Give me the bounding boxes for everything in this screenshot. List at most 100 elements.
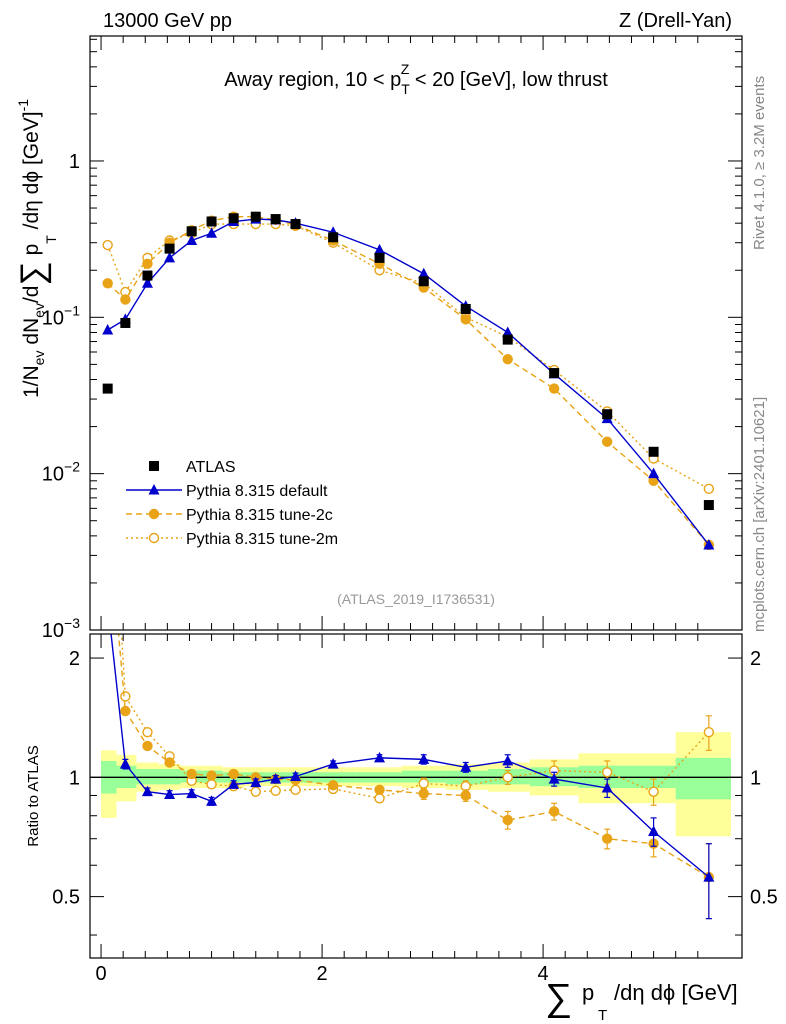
- main-point-atlas-3: [164, 243, 175, 254]
- ratio-point-pythia-8-315-tune-2m-17: [648, 786, 659, 797]
- main-point-atlas-0: [102, 383, 113, 394]
- x-tick-label-0: 0: [95, 963, 106, 985]
- panel-title: Away region, 10 < pTZ < 20 [GeV], low th…: [224, 61, 608, 97]
- band-inner-3: [158, 768, 181, 785]
- main-point-atlas-6: [228, 213, 239, 224]
- main-point-atlas-8: [270, 214, 281, 225]
- legend-label-2: Pythia 8.315 tune-2c: [186, 507, 333, 524]
- main-point-pythia-8-315-default-14: [502, 326, 514, 337]
- ratio-point-pythia-8-315-tune-2m-2: [142, 726, 153, 738]
- legend: ATLAS Pythia 8.315 default Pythia 8.315 tu…: [126, 459, 338, 548]
- svg-text:1/Nev dNev/d∑ pT /dη dϕ [GeV]: 1/Nev dNev/d∑ pT /dη dϕ [GeV]-1: [14, 99, 59, 398]
- ratio-point-pythia-8-315-default-3: [164, 788, 176, 800]
- legend-marker-pythia-8-315-default: [148, 484, 160, 495]
- ratio-point-pythia-8-315-tune-2c-14: [502, 814, 513, 826]
- legend-label-3: Pythia 8.315 tune-2m: [186, 531, 338, 548]
- main-point-pythia-8-315-tune-2m-0: [102, 239, 113, 251]
- main-point-atlas-14: [502, 334, 513, 345]
- ratio-point-pythia-8-315-tune-2m-11: [374, 793, 385, 804]
- ratio-point-pythia-8-315-default-5: [206, 795, 218, 806]
- main-y-tick-label-1: 10−2: [42, 459, 80, 486]
- ratio-point-pythia-8-315-default-4: [186, 787, 198, 799]
- ylabel-part-b: dN: [20, 318, 43, 351]
- ratio-point-pythia-8-315-tune-2c-13: [460, 790, 471, 801]
- main-point-atlas-13: [460, 304, 471, 315]
- ratio-ylabel: Ratio to ATLAS: [25, 745, 42, 846]
- main-point-atlas-5: [206, 216, 217, 227]
- ylabel-ev2: ev: [31, 303, 47, 318]
- process-label: Z (Drell-Yan): [619, 10, 732, 32]
- ratio-point-pythia-8-315-tune-2c-4: [186, 768, 197, 780]
- main-point-atlas-18: [703, 500, 714, 511]
- main-y-tick-label-2: 10−1: [42, 302, 80, 329]
- ratio-point-pythia-8-315-default-15: [548, 773, 560, 784]
- ratio-point-pythia-8-315-tune-2m-18: [703, 726, 715, 738]
- ylabel-ev1: ev: [31, 351, 47, 366]
- ratio-point-pythia-8-315-tune-2m-0: [103, 409, 112, 418]
- ylabel-part-a: 1/N: [20, 365, 43, 398]
- rivet-side-label: Rivet 4.1.0, ≥ 3.2M events: [751, 76, 768, 250]
- main-point-pythia-8-315-tune-2c-1: [120, 294, 131, 305]
- ratio-point-pythia-8-315-default-17: [648, 825, 660, 836]
- x-tick-label-2: 4: [538, 963, 549, 985]
- ratio-point-pythia-8-315-default-7: [250, 776, 262, 788]
- main-point-pythia-8-315-default-4: [186, 234, 198, 245]
- ratio-point-pythia-8-315-tune-2c-2: [142, 740, 153, 752]
- ratio-point-pythia-8-315-tune-2m-12: [418, 778, 429, 789]
- main-point-atlas-4: [186, 226, 197, 237]
- main-point-atlas-12: [418, 276, 429, 287]
- ratio-point-pythia-8-315-default-18: [703, 871, 715, 882]
- xlabel-T: T: [598, 1007, 607, 1024]
- ratio-point-pythia-8-315-tune-2c-1: [120, 705, 131, 717]
- main-point-atlas-10: [328, 232, 339, 243]
- xlabel-sum: ∑: [545, 977, 572, 1019]
- x-tick-label-1: 2: [317, 963, 328, 985]
- ylabel-exp: -1: [15, 99, 31, 112]
- ylabel-part-c: /d: [20, 286, 43, 304]
- ratio-point-pythia-8-315-default-8: [270, 773, 282, 784]
- mcplots-side-label: mcplots.cern.ch [arXiv:2401.10621]: [751, 397, 768, 632]
- ratio-point-pythia-8-315-default-1: [119, 758, 131, 769]
- panel-title-pre: Away region, 10 < p: [224, 69, 401, 91]
- ratio-point-pythia-8-315-tune-2c-15: [548, 806, 560, 817]
- main-point-pythia-8-315-default-18: [703, 538, 715, 550]
- main-line-pythia-8-315-tune-2m: [107, 223, 710, 490]
- main-panel-frame: [89, 35, 743, 631]
- ratio-point-pythia-8-315-default-12: [418, 753, 430, 764]
- band-inner-12: [401, 770, 446, 783]
- ratio-line-pythia-8-315-default: [110, 634, 710, 878]
- main-point-atlas-15: [549, 368, 560, 379]
- ratio-point-pythia-8-315-default-13: [460, 761, 472, 772]
- legend-label-1: Pythia 8.315 default: [186, 483, 328, 500]
- ratio-panel-frame: [89, 633, 743, 959]
- main-point-pythia-8-315-tune-2c-16: [601, 436, 613, 447]
- main-point-pythia-8-315-default-11: [374, 243, 386, 255]
- xlabel-p: p: [582, 980, 594, 1005]
- ratio-y-tick-label-left-1: 1: [69, 767, 80, 789]
- ratio-point-pythia-8-315-tune-2c-12: [418, 788, 429, 799]
- panel-title-sup: Z: [401, 61, 410, 77]
- ratio-point-pythia-8-315-default-0: [102, 597, 113, 608]
- main-point-atlas-11: [374, 252, 385, 263]
- legend-marker-pythia-8-315-tune-2m: [148, 532, 160, 544]
- xlabel-rest: /dη dϕ [GeV]: [614, 980, 738, 1005]
- ratio-point-pythia-8-315-tune-2m-14: [502, 772, 513, 783]
- ratio-point-pythia-8-315-tune-2m-9: [290, 784, 301, 796]
- ratio-y-tick-label-right-2: 2: [750, 648, 761, 670]
- main-point-atlas-2: [142, 270, 153, 281]
- main-point-atlas-17: [648, 446, 659, 457]
- ratio-point-pythia-8-315-tune-2c-10: [327, 780, 339, 791]
- ratio-y-tick-label-right-0: 0.5: [750, 887, 778, 909]
- main-point-atlas-9: [290, 219, 301, 230]
- ratio-point-pythia-8-315-tune-2m-5: [206, 779, 217, 790]
- legend-label-0: ATLAS: [186, 459, 236, 476]
- ylabel-part-d: p: [20, 244, 43, 262]
- ratio-point-pythia-8-315-tune-2m-7: [250, 786, 261, 797]
- main-point-atlas-16: [602, 409, 613, 420]
- main-point-pythia-8-315-tune-2c-15: [548, 383, 560, 394]
- ratio-point-pythia-8-315-tune-2m-16: [601, 767, 613, 778]
- ratio-point-pythia-8-315-tune-2c-11: [374, 784, 385, 796]
- ylabel-sum: ∑: [14, 261, 52, 285]
- main-point-pythia-8-315-default-17: [648, 467, 660, 479]
- main-panel: 10−310−210−11 Away region, 10 < pTZ < 20…: [42, 35, 743, 642]
